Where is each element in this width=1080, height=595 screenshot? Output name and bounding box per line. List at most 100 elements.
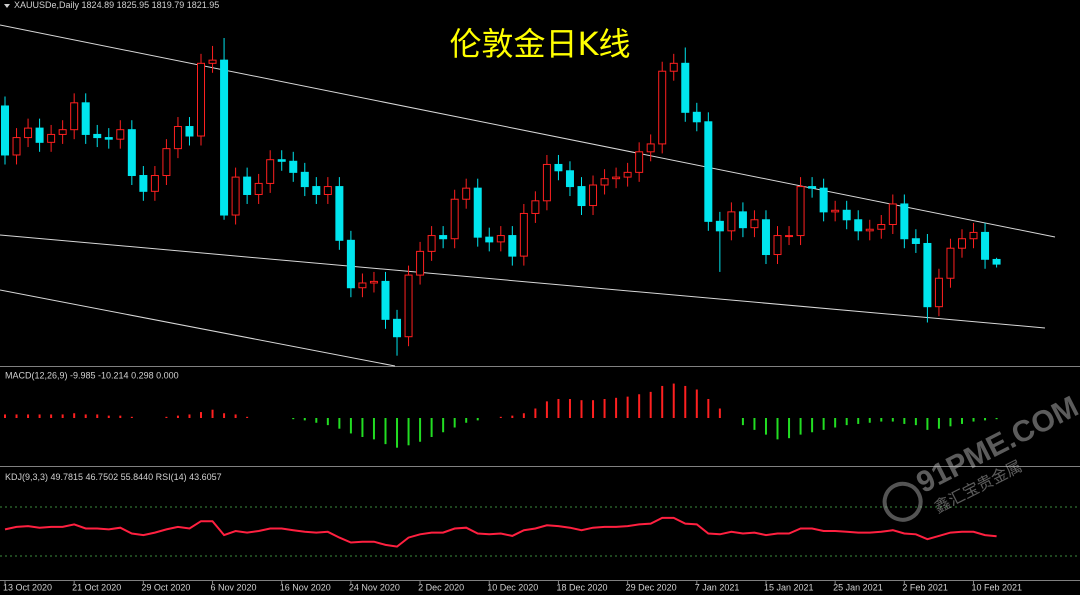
- candle-body: [727, 211, 736, 232]
- x-tick-label: 25 Jan 2021: [833, 582, 883, 592]
- candle-body: [346, 239, 355, 289]
- candle-body: [646, 143, 655, 153]
- candle-body: [888, 203, 897, 226]
- candle-body: [335, 186, 344, 241]
- candle-body: [531, 200, 540, 214]
- candle-body: [254, 182, 263, 195]
- trend-lines: [0, 24, 1056, 367]
- candle-body: [58, 129, 67, 135]
- candle-body: [565, 170, 574, 188]
- candle-body: [923, 242, 932, 308]
- candle-body: [150, 175, 159, 192]
- x-tick-label: 6 Nov 2020: [211, 582, 257, 592]
- candle-body: [600, 178, 609, 186]
- candle-body: [761, 219, 770, 256]
- candle-body: [312, 186, 321, 195]
- candle-body: [162, 148, 171, 177]
- x-tick-label: 24 Nov 2020: [349, 582, 400, 592]
- candle-body: [992, 258, 1001, 265]
- x-tick-label: 2 Feb 2021: [902, 582, 948, 592]
- candle-body: [24, 127, 33, 139]
- candle-body: [1, 105, 9, 156]
- candle-body: [819, 187, 828, 213]
- candle-body: [462, 187, 471, 200]
- candle-body: [81, 102, 90, 135]
- candle-body: [715, 220, 724, 232]
- macd-label: MACD(12,26,9) -9.985 -10.214 0.298 0.000: [5, 370, 179, 380]
- candle-body: [208, 59, 217, 64]
- candle-body: [496, 235, 505, 243]
- candle-body: [577, 186, 586, 207]
- candle-body: [70, 102, 79, 131]
- candle-body: [127, 129, 136, 177]
- candle-body: [692, 111, 701, 123]
- candle-body: [773, 235, 782, 256]
- candle-body: [957, 238, 966, 249]
- x-tick-label: 21 Oct 2020: [72, 582, 121, 592]
- candle-body: [93, 133, 102, 139]
- candle-body: [439, 235, 448, 240]
- candle-body: [266, 159, 275, 184]
- candle-body: [738, 211, 747, 229]
- candle-body: [704, 121, 713, 222]
- x-tick-label: 15 Jan 2021: [764, 582, 814, 592]
- kdj-label: KDJ(9,3,3) 49.7815 46.7502 55.8440 RSI(1…: [5, 472, 222, 482]
- candle-body: [750, 219, 759, 229]
- candle-body: [554, 163, 563, 172]
- candle-body: [612, 176, 621, 180]
- candle-body: [877, 224, 886, 230]
- candle-body: [508, 235, 517, 257]
- candle-body: [185, 126, 194, 137]
- candle-body: [231, 176, 240, 216]
- candle-body: [173, 126, 182, 150]
- candle-body: [623, 171, 632, 178]
- candle-body: [842, 209, 851, 221]
- candle-body: [416, 250, 425, 276]
- candle-body: [519, 212, 528, 257]
- candle-body: [854, 219, 863, 232]
- candle-body: [393, 318, 402, 338]
- candle-body: [197, 62, 206, 137]
- candle-body: [427, 235, 436, 252]
- candle-body: [323, 186, 332, 195]
- x-tick-label: 10 Dec 2020: [487, 582, 538, 592]
- candle-body: [104, 137, 113, 140]
- candle-body: [796, 186, 805, 237]
- candle-body: [911, 238, 920, 244]
- candle-body: [116, 129, 125, 140]
- candle-body: [12, 137, 21, 156]
- candle-body: [900, 203, 909, 240]
- candle-body: [300, 171, 309, 188]
- candle-body: [220, 59, 229, 216]
- candle-body: [485, 236, 494, 243]
- candle-body: [369, 280, 378, 284]
- x-tick-label: 13 Oct 2020: [3, 582, 52, 592]
- kdj-levels: [0, 506, 1080, 557]
- x-tick-label: 10 Feb 2021: [972, 582, 1023, 592]
- x-tick-label: 7 Jan 2021: [695, 582, 740, 592]
- x-tick-label: 16 Nov 2020: [280, 582, 331, 592]
- candle-body: [450, 198, 459, 240]
- candle-body: [934, 277, 943, 308]
- candle-body: [681, 62, 690, 113]
- rsi-line: [4, 516, 997, 548]
- candle-body: [785, 235, 794, 238]
- chart-header: XAUUSDe,Daily 1824.89 1825.95 1819.79 18…: [14, 0, 219, 10]
- x-tick-label: 29 Dec 2020: [626, 582, 677, 592]
- pane-borders: [0, 366, 1080, 581]
- candle-body: [542, 163, 551, 202]
- candle-body: [139, 175, 148, 192]
- candle-body: [473, 187, 482, 238]
- candle-body: [289, 160, 298, 173]
- candle-body: [358, 282, 367, 289]
- x-tick-label: 18 Dec 2020: [556, 582, 607, 592]
- candle-body: [969, 231, 978, 240]
- menu-triangle: [4, 4, 10, 8]
- candle-body: [635, 151, 644, 173]
- candle-body: [946, 247, 955, 279]
- chart-title: 伦敦金日K线: [450, 25, 631, 63]
- candle-body: [35, 127, 44, 143]
- candle-body: [669, 62, 678, 72]
